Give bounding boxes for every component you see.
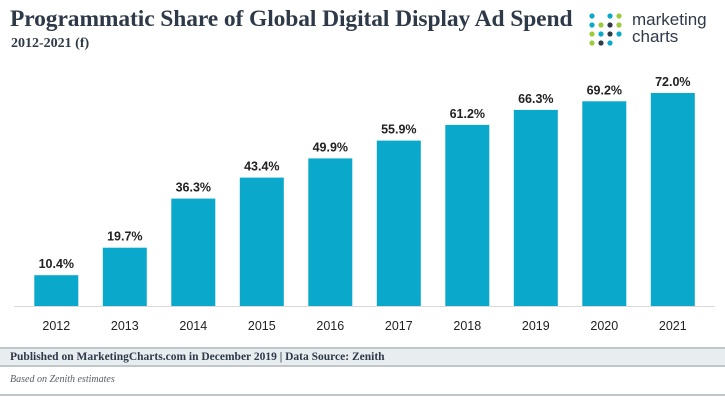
logo-line-2: charts — [632, 27, 679, 46]
bar-2012 — [34, 275, 79, 306]
chart-title: Programmatic Share of Global Digital Dis… — [10, 6, 573, 32]
x-tick-label-2014: 2014 — [179, 319, 207, 333]
chart-subtitle: 2012-2021 (f) — [11, 36, 90, 51]
value-label-2016: 49.9% — [313, 140, 348, 154]
logo-dot — [589, 31, 595, 37]
value-label-2017: 55.9% — [381, 123, 416, 137]
value-label-2012: 10.4% — [39, 257, 74, 271]
x-tick-label-2021: 2021 — [659, 319, 687, 333]
logo-dot — [598, 22, 604, 28]
bar-2015 — [239, 177, 284, 306]
logo-line-1: marketing — [632, 10, 707, 29]
bar-2014 — [171, 198, 216, 306]
logo-text: marketing charts — [632, 11, 707, 45]
logo-dot — [616, 13, 622, 19]
bar-2020 — [582, 101, 627, 306]
footer-bar: Published on MarketingCharts.com in Dece… — [0, 347, 725, 367]
x-tick-label-2017: 2017 — [385, 319, 413, 333]
bar-2017 — [376, 140, 421, 306]
source-text: Published on MarketingCharts.com in Dece… — [10, 351, 385, 363]
logo-dot — [607, 22, 613, 28]
value-label-2020: 69.2% — [587, 83, 622, 97]
bar-2013 — [102, 247, 147, 306]
bar-2016 — [308, 158, 353, 306]
value-label-2019: 66.3% — [518, 92, 553, 106]
logo-dot — [616, 22, 622, 28]
x-tick-label-2018: 2018 — [453, 319, 481, 333]
footnote: Based on Zenith estimates — [10, 374, 115, 385]
logo-dot — [616, 31, 622, 37]
logo-dot — [607, 13, 613, 19]
logo-dot — [589, 13, 595, 19]
x-tick-label-2013: 2013 — [111, 319, 139, 333]
logo-dot — [598, 40, 604, 46]
logo-dot — [598, 31, 604, 37]
bar-chart: 10.4% 2012 19.7% 2013 36.3% 2014 43.4% 2015 49.9… — [14, 75, 715, 333]
bar-2021 — [650, 93, 695, 306]
logo-dots-icon — [589, 13, 622, 46]
value-label-2014: 36.3% — [176, 181, 211, 195]
logo-dot — [589, 40, 595, 46]
bar-2019 — [513, 109, 558, 307]
bottom-divider — [0, 394, 725, 396]
x-tick-label-2020: 2020 — [590, 319, 618, 333]
value-label-2021: 72.0% — [655, 75, 690, 89]
x-tick-label-2016: 2016 — [316, 319, 344, 333]
x-tick-label-2015: 2015 — [248, 319, 276, 333]
value-label-2013: 19.7% — [107, 230, 142, 244]
logo-dot — [589, 22, 595, 28]
bar-2018 — [445, 124, 490, 307]
x-tick-label-2019: 2019 — [522, 319, 550, 333]
marketing-charts-logo: marketing charts — [588, 10, 718, 56]
value-label-2015: 43.4% — [244, 160, 279, 174]
logo-dot — [607, 40, 613, 46]
logo-dot — [607, 31, 613, 37]
x-tick-label-2012: 2012 — [42, 319, 70, 333]
value-label-2018: 61.2% — [450, 107, 485, 121]
